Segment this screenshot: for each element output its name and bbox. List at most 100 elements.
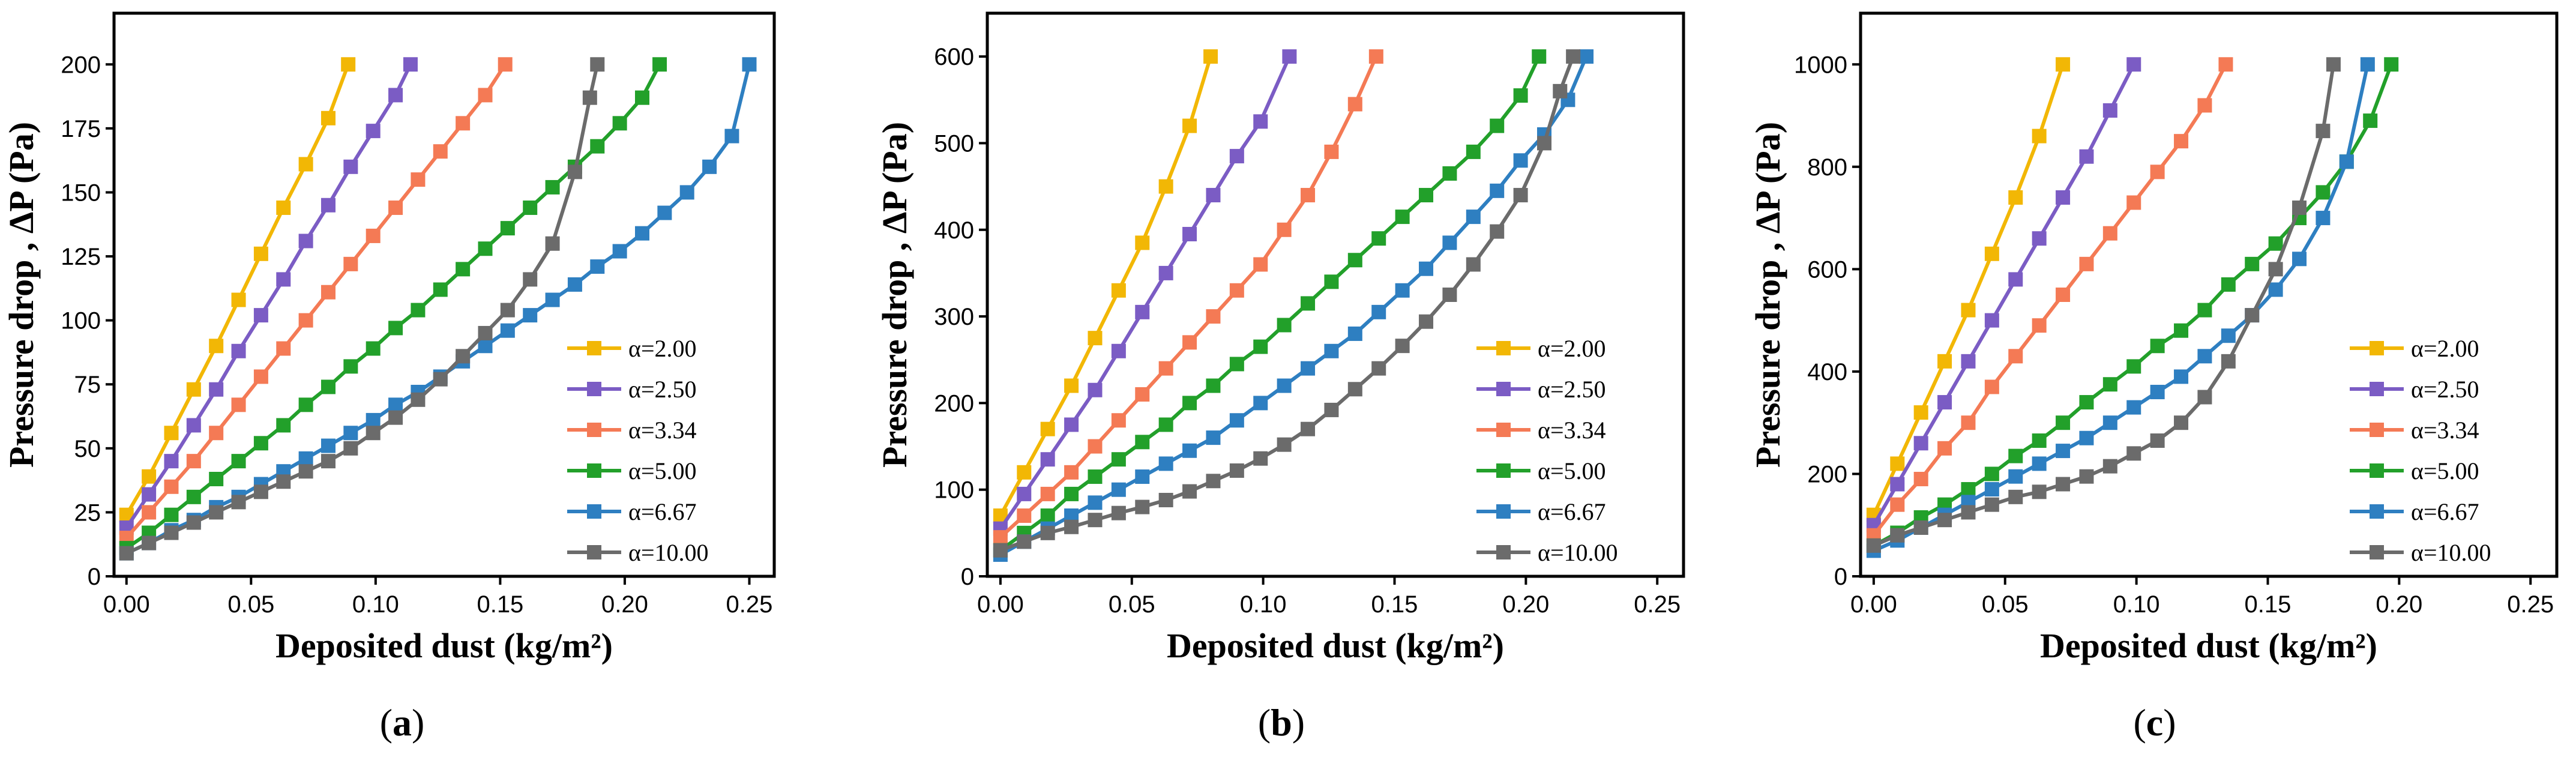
- data-point: [1064, 378, 1079, 393]
- data-point: [545, 179, 560, 195]
- legend-marker: [2370, 463, 2384, 478]
- data-point: [2079, 430, 2094, 445]
- data-point: [1395, 339, 1410, 354]
- data-point: [1913, 405, 1928, 420]
- series-line: [125, 63, 661, 550]
- data-point: [186, 382, 201, 397]
- data-point: [2079, 256, 2094, 271]
- data-point: [2056, 57, 2071, 72]
- data-point: [1203, 49, 1218, 64]
- data-point: [231, 397, 246, 412]
- y-axis-title: Pressure drop , ΔP (Pa): [2, 122, 41, 468]
- data-point: [1961, 415, 1976, 430]
- x-tick-label: 0.05: [227, 591, 274, 618]
- data-point: [500, 303, 515, 318]
- data-point: [1017, 465, 1032, 480]
- legend-marker: [1496, 463, 1511, 478]
- x-tick-label: 0.10: [2113, 591, 2160, 618]
- y-tick-label: 150: [61, 179, 101, 206]
- data-point: [298, 313, 313, 328]
- data-point: [1937, 354, 1952, 369]
- legend-marker: [587, 423, 601, 437]
- x-tick-label: 0.20: [2376, 591, 2422, 618]
- data-point: [1206, 474, 1221, 489]
- y-tick-label: 1000: [1794, 52, 1847, 78]
- data-point: [1566, 49, 1581, 64]
- x-tick-label: 0.00: [977, 591, 1024, 618]
- series-line: [1872, 63, 2135, 526]
- data-point: [1088, 513, 1103, 528]
- data-point: [1111, 452, 1126, 467]
- data-point: [2079, 149, 2094, 164]
- data-point: [1961, 505, 1976, 520]
- data-point: [1513, 153, 1528, 168]
- x-axis-title: Deposited dust (kg/m²): [275, 626, 613, 665]
- data-point: [2268, 282, 2283, 297]
- data-point: [1182, 118, 1197, 133]
- data-point: [2245, 256, 2260, 271]
- legend-label: α=3.34: [2411, 417, 2479, 444]
- data-point: [1371, 304, 1386, 319]
- data-point: [1282, 49, 1297, 64]
- data-point: [478, 339, 493, 354]
- data-point: [1466, 210, 1481, 225]
- data-point: [2102, 377, 2117, 392]
- data-point: [1111, 283, 1126, 298]
- data-point: [142, 535, 157, 550]
- data-point: [1040, 452, 1055, 467]
- legend-marker: [2370, 382, 2384, 396]
- data-point: [1513, 88, 1528, 103]
- data-point: [366, 124, 381, 139]
- y-tick-label: 800: [1807, 154, 1847, 181]
- data-point: [1442, 235, 1457, 250]
- data-point: [2174, 134, 2189, 149]
- data-point: [2032, 433, 2047, 448]
- data-point: [186, 515, 201, 530]
- data-point: [433, 144, 448, 159]
- data-point: [2150, 339, 2165, 354]
- data-point: [742, 57, 757, 72]
- data-point: [276, 474, 291, 489]
- data-point: [276, 341, 291, 356]
- series-α=10.00: [1866, 57, 2341, 553]
- data-point: [478, 88, 493, 103]
- data-point: [164, 507, 179, 522]
- data-point: [1229, 149, 1244, 164]
- series-α=3.34: [993, 49, 1383, 545]
- data-point: [1088, 382, 1103, 397]
- data-point: [1040, 525, 1055, 540]
- data-point: [679, 185, 694, 200]
- data-point: [1579, 49, 1594, 64]
- data-point: [2268, 262, 2283, 277]
- data-point: [1913, 436, 1928, 451]
- data-point: [209, 471, 224, 486]
- data-point: [2056, 288, 2071, 302]
- data-point: [231, 495, 246, 510]
- data-point: [1984, 497, 1999, 512]
- x-tick-label: 0.00: [1850, 591, 1897, 618]
- data-point: [582, 90, 597, 105]
- series-α=2.00: [119, 57, 356, 522]
- data-point: [635, 226, 649, 241]
- data-point: [1158, 417, 1173, 432]
- legend: α=2.00 α=2.50 α=3.34 α=5.00 α=6.67 α=10.00: [567, 335, 709, 566]
- data-point: [1135, 235, 1150, 250]
- y-tick-label: 400: [1807, 359, 1847, 385]
- data-point: [276, 272, 291, 287]
- legend-marker: [587, 504, 601, 519]
- data-point: [1182, 226, 1197, 241]
- series-α=5.00: [1866, 57, 2399, 553]
- legend-marker: [2370, 545, 2384, 559]
- data-point: [1419, 188, 1434, 203]
- legend-label: α=2.00: [1538, 335, 1606, 362]
- data-point: [1135, 469, 1150, 484]
- data-point: [1111, 413, 1126, 428]
- data-point: [2032, 456, 2047, 471]
- data-point: [2292, 201, 2307, 216]
- chart-panel-3: 0.00 0.05 0.10 0.15 0.20 0.25 0 200 400 600 800 100…: [1748, 11, 2559, 665]
- legend-marker: [1496, 504, 1511, 519]
- y-tick-label: 50: [74, 436, 101, 462]
- data-point: [635, 90, 649, 105]
- legend-label: α=10.00: [1538, 539, 1618, 566]
- data-point: [2126, 195, 2141, 210]
